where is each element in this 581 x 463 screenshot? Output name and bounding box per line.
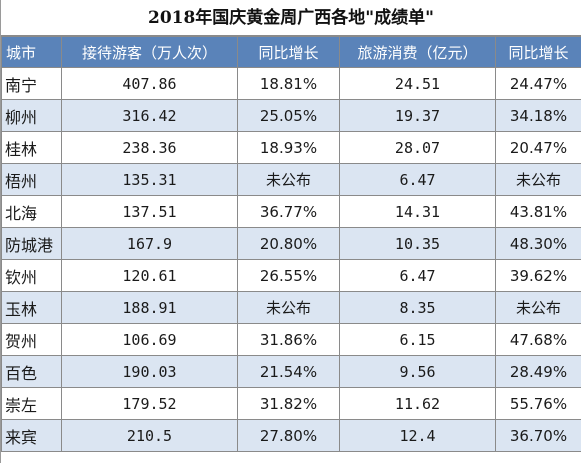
table-row: 钦州 120.61 26.55% 6.47 39.62%	[1, 259, 581, 292]
visitors-growth-cell: 18.81%	[237, 67, 340, 100]
visitors-growth-cell: 25.05%	[237, 99, 340, 132]
spending-growth-cell: 48.30%	[495, 227, 581, 260]
city-cell: 北海	[1, 195, 62, 228]
table-row: 桂林 238.36 18.93% 28.07 20.47%	[1, 131, 581, 164]
header-row: 城市 接待游客（万人次） 同比增长 旅游消费（亿元） 同比增长	[1, 36, 581, 68]
city-cell: 贺州	[1, 323, 62, 356]
tourism-table: 城市 接待游客（万人次） 同比增长 旅游消费（亿元） 同比增长 南宁 407.8…	[1, 36, 581, 452]
visitors-cell: 190.03	[61, 355, 238, 388]
table-row: 南宁 407.86 18.81% 24.51 24.47%	[1, 67, 581, 100]
visitors-cell: 106.69	[61, 323, 238, 356]
city-cell: 玉林	[1, 291, 62, 324]
spending-cell: 28.07	[339, 131, 496, 164]
city-cell: 钦州	[1, 259, 62, 292]
spending-cell: 6.47	[339, 259, 496, 292]
spending-cell: 6.47	[339, 163, 496, 196]
visitors-growth-cell: 26.55%	[237, 259, 340, 292]
spending-growth-cell: 47.68%	[495, 323, 581, 356]
visitors-cell: 135.31	[61, 163, 238, 196]
visitors-cell: 179.52	[61, 387, 238, 420]
visitors-cell: 137.51	[61, 195, 238, 228]
spending-growth-cell: 20.47%	[495, 131, 581, 164]
table-row: 来宾 210.5 27.80% 12.4 36.70%	[1, 419, 581, 452]
table-row: 贺州 106.69 31.86% 6.15 47.68%	[1, 323, 581, 356]
visitors-cell: 316.42	[61, 99, 238, 132]
visitors-growth-cell: 27.80%	[237, 419, 340, 452]
table-row: 崇左 179.52 31.82% 11.62 55.76%	[1, 387, 581, 420]
spending-growth-cell: 55.76%	[495, 387, 581, 420]
column-header-spending: 旅游消费（亿元）	[339, 36, 496, 68]
column-header-city: 城市	[1, 36, 62, 68]
visitors-growth-cell: 31.82%	[237, 387, 340, 420]
visitors-cell: 210.5	[61, 419, 238, 452]
visitors-growth-cell: 21.54%	[237, 355, 340, 388]
visitors-growth-cell: 18.93%	[237, 131, 340, 164]
column-header-visitors: 接待游客（万人次）	[61, 36, 238, 68]
city-cell: 南宁	[1, 67, 62, 100]
visitors-cell: 120.61	[61, 259, 238, 292]
spending-cell: 6.15	[339, 323, 496, 356]
visitors-growth-cell: 未公布	[237, 291, 340, 324]
visitors-growth-cell: 20.80%	[237, 227, 340, 260]
spending-growth-cell: 39.62%	[495, 259, 581, 292]
table-row: 梧州 135.31 未公布 6.47 未公布	[1, 163, 581, 196]
table-row: 百色 190.03 21.54% 9.56 28.49%	[1, 355, 581, 388]
spending-cell: 12.4	[339, 419, 496, 452]
spending-growth-cell: 36.70%	[495, 419, 581, 452]
column-header-visitors-growth: 同比增长	[237, 36, 340, 68]
spending-growth-cell: 24.47%	[495, 67, 581, 100]
spending-growth-cell: 34.18%	[495, 99, 581, 132]
visitors-growth-cell: 36.77%	[237, 195, 340, 228]
spending-cell: 8.35	[339, 291, 496, 324]
visitors-cell: 407.86	[61, 67, 238, 100]
spending-growth-cell: 43.81%	[495, 195, 581, 228]
spending-growth-cell: 未公布	[495, 291, 581, 324]
table-row: 玉林 188.91 未公布 8.35 未公布	[1, 291, 581, 324]
visitors-growth-cell: 未公布	[237, 163, 340, 196]
spending-cell: 9.56	[339, 355, 496, 388]
spending-growth-cell: 未公布	[495, 163, 581, 196]
spending-growth-cell: 28.49%	[495, 355, 581, 388]
table-row: 柳州 316.42 25.05% 19.37 34.18%	[1, 99, 581, 132]
city-cell: 来宾	[1, 419, 62, 452]
visitors-cell: 188.91	[61, 291, 238, 324]
spending-cell: 24.51	[339, 67, 496, 100]
city-cell: 百色	[1, 355, 62, 388]
visitors-cell: 167.9	[61, 227, 238, 260]
table-row: 防城港 167.9 20.80% 10.35 48.30%	[1, 227, 581, 260]
city-cell: 桂林	[1, 131, 62, 164]
column-header-spending-growth: 同比增长	[495, 36, 581, 68]
city-cell: 崇左	[1, 387, 62, 420]
table-title: 2018年国庆黄金周广西各地"成绩单"	[1, 0, 581, 36]
city-cell: 柳州	[1, 99, 62, 132]
table-row: 北海 137.51 36.77% 14.31 43.81%	[1, 195, 581, 228]
spending-cell: 11.62	[339, 387, 496, 420]
spending-cell: 19.37	[339, 99, 496, 132]
city-cell: 防城港	[1, 227, 62, 260]
visitors-growth-cell: 31.86%	[237, 323, 340, 356]
spending-cell: 10.35	[339, 227, 496, 260]
spending-cell: 14.31	[339, 195, 496, 228]
city-cell: 梧州	[1, 163, 62, 196]
visitors-cell: 238.36	[61, 131, 238, 164]
